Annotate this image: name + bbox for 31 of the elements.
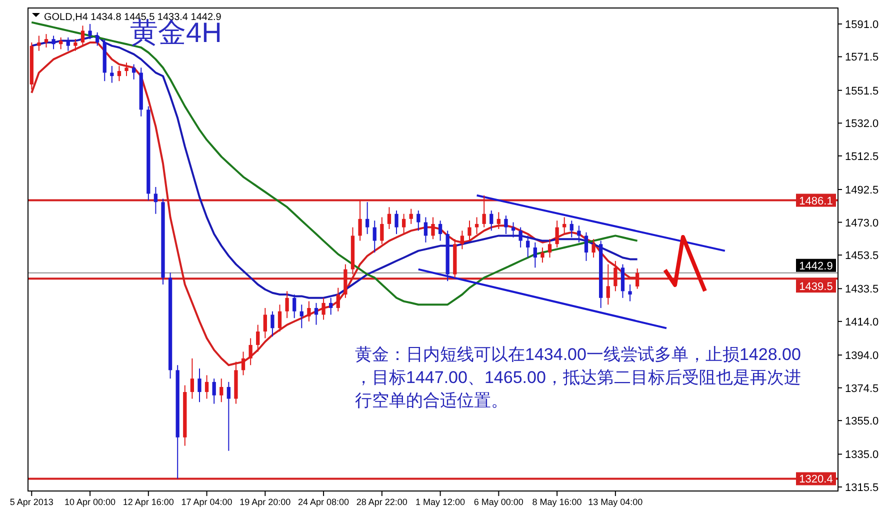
x-tick-label: 1 May 12:00 <box>416 497 466 507</box>
x-tick-label: 10 Apr 00:00 <box>64 497 116 507</box>
x-tick-label: 5 Apr 2013 <box>10 497 54 507</box>
y-tick-label: 1374.5 <box>845 382 879 395</box>
y-tick-label: 1551.5 <box>845 85 879 98</box>
y-tick-label: 1591.0 <box>845 18 879 31</box>
x-tick-label: 12 Apr 16:00 <box>122 497 174 507</box>
x-tick-label: 17 Apr 04:00 <box>181 497 232 507</box>
y-tick-label: 1492.5 <box>845 184 879 197</box>
y-tick-label: 1571.5 <box>845 52 879 64</box>
ref-line-label: 1486.1 <box>799 195 833 208</box>
ref-line-label: 1320.4 <box>799 474 833 486</box>
ref-line-label: 1439.5 <box>799 281 833 294</box>
x-tick-label: 28 Apr 22:00 <box>356 497 408 507</box>
y-tick-label: 1453.5 <box>845 250 879 262</box>
y-tick-label: 1532.0 <box>845 118 879 130</box>
x-tick-label: 8 May 16:00 <box>532 497 582 507</box>
x-tick-label: 19 Apr 20:00 <box>240 497 291 507</box>
y-tick-label: 1394.0 <box>845 350 879 362</box>
ref-line-label: 1442.9 <box>799 260 833 272</box>
annotation: 黄金：日内短线可以在1434.00一线尝试多单，止损1428.00，目标1447.00、1465.00，抵达第二目标后受阻也是再次进行空单的合适位置。 <box>355 345 801 410</box>
x-tick-label: 24 Apr 08:00 <box>298 497 350 507</box>
y-tick-label: 1433.5 <box>845 284 879 296</box>
y-tick-label: 1335.0 <box>845 449 879 462</box>
y-tick-label: 1473.0 <box>845 217 879 230</box>
y-tick-label: 1355.0 <box>845 416 879 428</box>
y-tick-label: 1512.5 <box>845 150 879 163</box>
y-tick-label: 1414.0 <box>845 316 879 328</box>
y-tick-label: 1315.5 <box>845 482 879 494</box>
x-tick-label: 6 May 00:00 <box>474 497 524 507</box>
x-tick-label: 13 May 04:00 <box>588 497 643 507</box>
